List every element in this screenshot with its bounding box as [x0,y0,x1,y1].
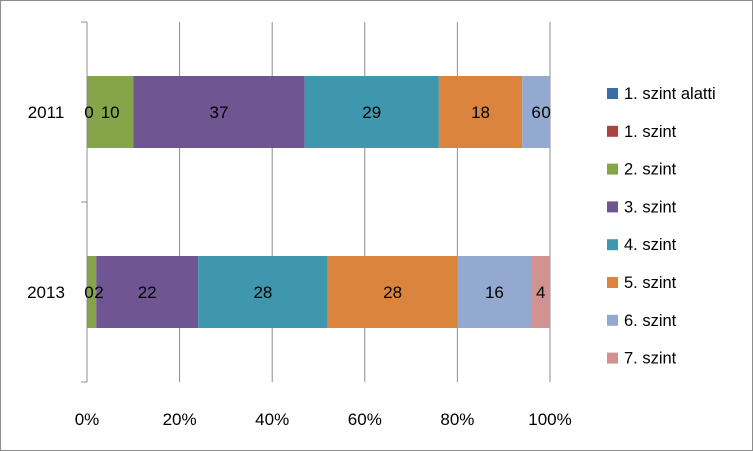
legend-swatch [607,125,618,137]
legend-label: 1. szint [624,123,677,141]
legend-swatch [607,277,618,288]
bar-segment [96,256,199,328]
category-label: 2013 [27,283,65,302]
bar-segment [438,76,523,148]
x-tick-label: 40% [255,410,289,429]
data-label: 0 [541,103,550,122]
data-label: 18 [471,103,490,122]
x-tick-label: 80% [440,410,474,429]
bar-segment [198,256,328,328]
data-label: 10 [101,103,120,122]
legend-swatch [607,88,618,99]
legend-label: 3. szint [624,198,677,216]
legend: 1. szint alatti 1. szint 2. szint 3. szint 4… [607,85,716,368]
category-label: 2011 [28,103,65,122]
legend-label: 1. szint alatti [624,85,716,103]
legend-label: 7. szint [624,350,677,368]
legend-label: 6. szint [624,312,677,330]
data-label: 0 [84,103,93,122]
bar-segment [87,256,97,328]
legend-swatch [607,314,618,326]
data-label: 28 [253,283,272,302]
bar-segment [133,76,305,148]
bars [87,76,550,328]
data-label: 37 [209,103,228,122]
legend-swatch [607,239,618,251]
x-tick-label: 20% [163,410,197,429]
data-label: 2 [94,283,103,302]
data-label: 0 [84,283,93,302]
x-tick-label: 100% [528,410,571,429]
data-label: 6 [531,103,540,122]
legend-label: 2. szint [624,161,677,179]
legend-label: 5. szint [624,274,677,292]
legend-swatch [607,201,618,213]
axes: 0% 20% 40% 60% 80% 100% 2011 2013 [27,21,572,429]
data-label: 22 [138,283,157,302]
data-label: 29 [362,103,381,122]
bar-segment [531,256,550,328]
data-label: 16 [485,283,504,302]
data-labels: 0 10 37 29 18 6 00 2 22 28 28 16 4 [84,103,551,302]
legend-label: 4. szint [624,236,677,254]
data-label: 28 [383,283,402,302]
legend-swatch [607,352,618,364]
bar-segment [457,256,532,328]
data-label: 4 [536,283,545,302]
legend-swatch [607,163,618,175]
bar-segment [304,76,439,148]
x-tick-label: 60% [348,410,382,429]
x-tick-label: 0% [75,410,100,429]
bar-segment [522,76,550,148]
bar-segment [87,76,134,148]
bar-segment [327,256,458,328]
